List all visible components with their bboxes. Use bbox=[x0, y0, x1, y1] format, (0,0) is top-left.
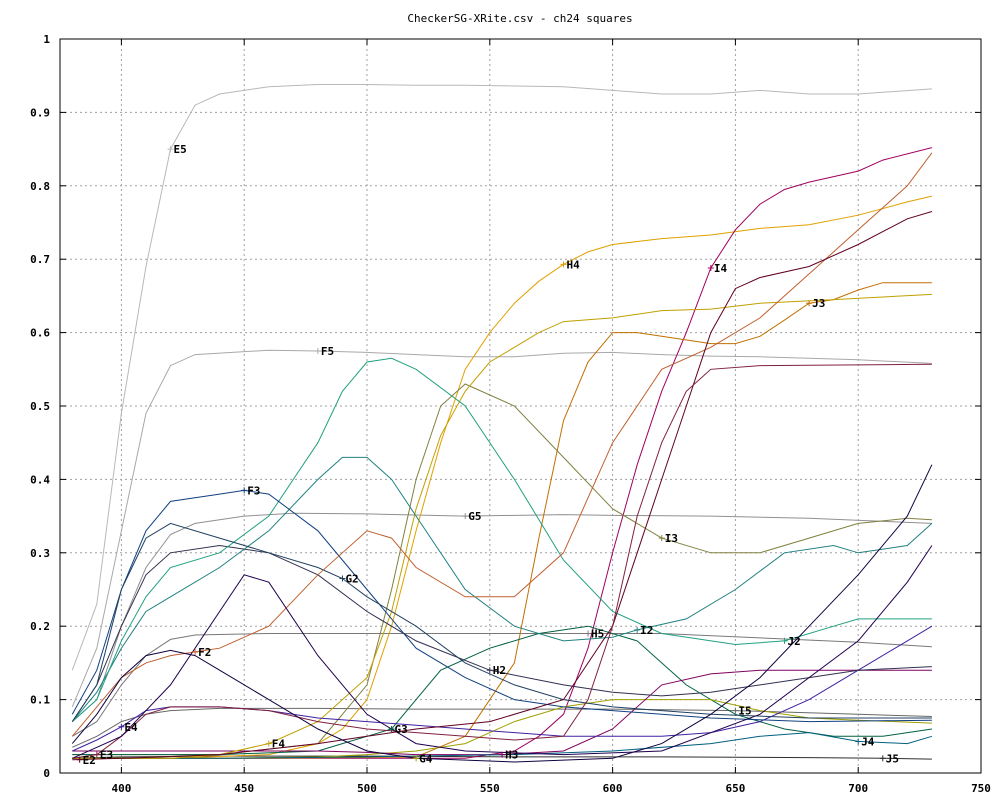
point-marker bbox=[732, 707, 739, 714]
point-label: H5 bbox=[591, 628, 604, 641]
point-marker bbox=[781, 637, 788, 644]
series-line-h5 bbox=[72, 633, 932, 737]
y-tick-label: 0 bbox=[43, 767, 50, 780]
point-marker bbox=[339, 575, 346, 582]
point-marker bbox=[585, 630, 592, 637]
point-marker bbox=[413, 755, 420, 762]
x-tick-label: 550 bbox=[480, 782, 500, 795]
point-label: G3 bbox=[395, 723, 408, 736]
point-marker bbox=[118, 723, 125, 730]
series-line-h3 bbox=[72, 669, 932, 756]
point-marker bbox=[76, 756, 83, 763]
x-tick-label: 750 bbox=[971, 782, 991, 795]
series-line-g3 bbox=[72, 625, 932, 756]
series-line-h4 bbox=[72, 195, 933, 759]
point-label: I2 bbox=[640, 624, 653, 637]
series-line-f2 bbox=[71, 152, 933, 737]
point-label: J3 bbox=[812, 297, 825, 310]
point-marker bbox=[855, 738, 862, 745]
y-tick-label: 0.3 bbox=[30, 547, 50, 560]
series-line-i5 bbox=[72, 707, 932, 748]
series-line-g4 bbox=[72, 699, 932, 759]
series-line-f4 bbox=[72, 293, 932, 759]
point-labels: E5 F5 G5 H5 I5 J5 H4 I4 J3 I3 G3 G4 H3 J4 F4 E4 H2 I2 J2 F3… bbox=[76, 143, 899, 767]
series-line-i3 bbox=[72, 383, 932, 756]
point-label: F2 bbox=[198, 646, 211, 659]
point-label: J5 bbox=[886, 752, 899, 765]
axes: 0 0.1 0.2 0.3 0.4 0.5 0.6 0.7 0.8 0.9 1 400 450 500 55… bbox=[30, 33, 991, 795]
point-marker bbox=[167, 146, 174, 153]
point-label: E5 bbox=[174, 143, 187, 156]
x-tick-label: 400 bbox=[111, 782, 131, 795]
point-label: H3 bbox=[505, 749, 518, 762]
point-label: G2 bbox=[345, 572, 358, 585]
y-tick-label: 1 bbox=[43, 33, 50, 46]
series-line-g5 bbox=[71, 512, 932, 722]
point-marker bbox=[486, 667, 493, 674]
series-line-j4 bbox=[72, 732, 933, 759]
point-marker bbox=[560, 261, 567, 268]
point-label: I4 bbox=[714, 262, 728, 275]
y-tick-label: 0.9 bbox=[30, 106, 50, 119]
point-marker bbox=[879, 755, 886, 762]
x-tick-label: 450 bbox=[234, 782, 254, 795]
point-label: F4 bbox=[272, 738, 286, 751]
point-label: E3 bbox=[100, 749, 113, 762]
point-marker bbox=[462, 513, 469, 520]
x-tick-label: 500 bbox=[357, 782, 377, 795]
point-marker bbox=[634, 626, 641, 633]
x-tick-label: 600 bbox=[603, 782, 623, 795]
series-line-e5 bbox=[71, 84, 932, 671]
grid-lines bbox=[60, 39, 981, 773]
y-tick-label: 0.5 bbox=[30, 400, 50, 413]
series-line-g2 bbox=[71, 522, 932, 722]
point-marker bbox=[499, 751, 506, 758]
series-line-i2 bbox=[71, 456, 933, 722]
point-label: G5 bbox=[468, 510, 481, 523]
point-marker bbox=[707, 265, 714, 272]
x-tick-label: 650 bbox=[725, 782, 745, 795]
point-label: G4 bbox=[419, 752, 433, 765]
point-label: F5 bbox=[321, 345, 334, 358]
y-tick-label: 0.6 bbox=[30, 327, 50, 340]
chart-title: CheckerSG-XRite.csv - ch24 squares bbox=[407, 12, 632, 25]
y-tick-label: 0.2 bbox=[30, 620, 50, 633]
series-line-h2 bbox=[71, 544, 932, 722]
point-label: J4 bbox=[861, 735, 875, 748]
series-line-unlabeled-24 bbox=[71, 464, 933, 763]
y-tick-label: 0.1 bbox=[30, 694, 50, 707]
point-marker bbox=[314, 347, 321, 354]
series-lines bbox=[71, 84, 933, 763]
x-tick-label: 700 bbox=[848, 782, 868, 795]
y-tick-label: 0.4 bbox=[30, 473, 50, 486]
series-line-e4 bbox=[72, 625, 933, 752]
series-line-e3 bbox=[72, 363, 932, 759]
series-line-f3 bbox=[71, 489, 932, 723]
series-line-e2 bbox=[72, 211, 933, 761]
series-line-f5 bbox=[71, 349, 932, 708]
y-tick-label: 0.7 bbox=[30, 253, 50, 266]
point-label: E2 bbox=[83, 754, 96, 767]
point-marker bbox=[658, 535, 665, 542]
plot-frame bbox=[59, 38, 982, 774]
point-marker bbox=[192, 648, 199, 655]
point-marker bbox=[388, 725, 395, 732]
point-label: I5 bbox=[738, 705, 751, 718]
point-marker bbox=[806, 300, 813, 307]
series-line-j2 bbox=[71, 357, 932, 722]
series-line-i4 bbox=[72, 147, 933, 759]
point-label: I3 bbox=[665, 532, 678, 545]
point-marker bbox=[265, 740, 272, 747]
point-label: F3 bbox=[247, 484, 260, 497]
y-tick-label: 0.8 bbox=[30, 180, 50, 193]
point-label: E4 bbox=[124, 721, 138, 734]
point-label: J2 bbox=[788, 635, 801, 648]
point-label: H4 bbox=[566, 258, 580, 271]
point-label: H2 bbox=[493, 664, 506, 677]
point-marker bbox=[241, 487, 248, 494]
point-marker bbox=[93, 751, 100, 758]
